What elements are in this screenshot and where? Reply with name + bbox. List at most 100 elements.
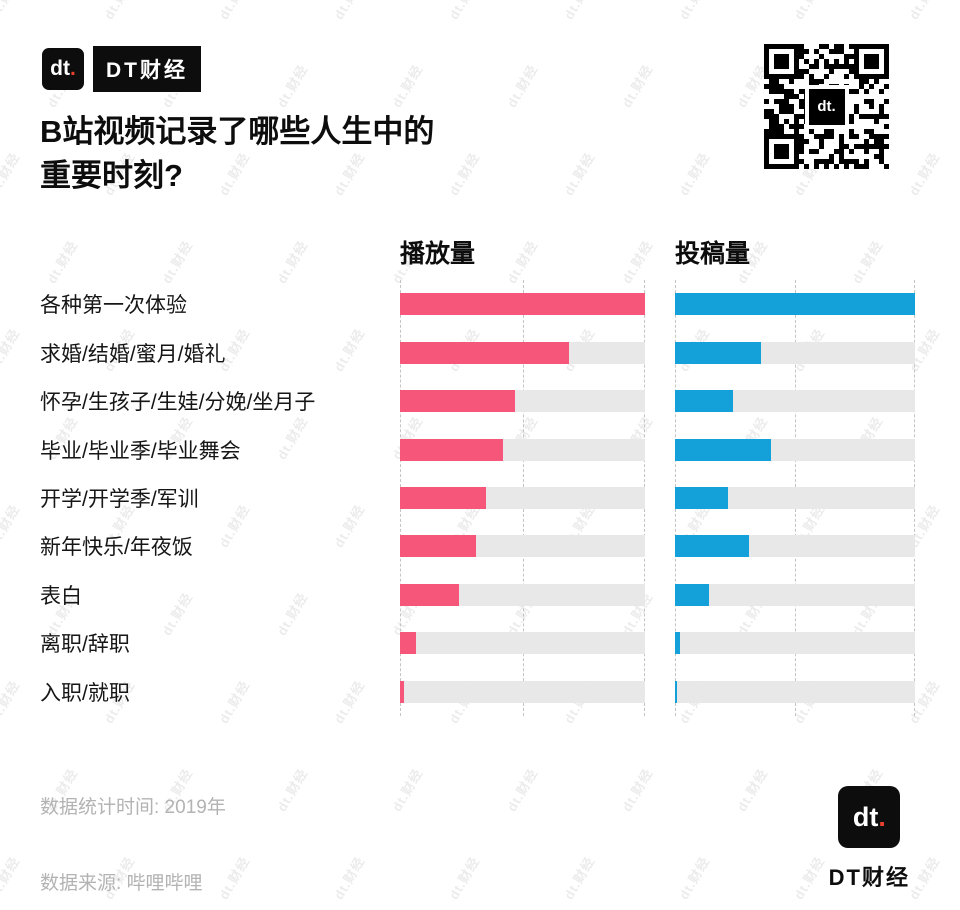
- qr-module: [874, 134, 879, 139]
- qr-module: [774, 64, 779, 69]
- submission-count-bar: [675, 632, 680, 655]
- qr-module: [854, 164, 859, 169]
- watermark-text: dt.财经: [676, 853, 713, 903]
- qr-module: [819, 134, 824, 139]
- qr-module: [869, 59, 874, 64]
- qr-module: [839, 144, 844, 149]
- qr-module: [849, 119, 854, 124]
- qr-module: [879, 114, 884, 119]
- play-count-track: [400, 293, 645, 316]
- qr-module: [874, 144, 879, 149]
- qr-module: [864, 99, 869, 104]
- category-label: 各种第一次体验: [40, 294, 187, 318]
- title-line-1: B站视频记录了哪些人生中的: [40, 114, 435, 149]
- qr-module: [774, 44, 779, 49]
- qr-module: [849, 129, 854, 134]
- watermark-text: dt.财经: [389, 61, 426, 111]
- qr-module: [764, 44, 769, 49]
- watermark-text: dt.财经: [561, 853, 598, 903]
- qr-module: [864, 89, 869, 94]
- qr-module: [844, 99, 849, 104]
- qr-module: [854, 74, 859, 79]
- play-count-track: [400, 341, 645, 364]
- watermark-text: dt.财经: [331, 853, 368, 903]
- submission-count-track: [675, 583, 915, 606]
- qr-module: [804, 99, 809, 104]
- watermark-text: dt.财经: [561, 149, 598, 199]
- qr-module: [794, 54, 799, 59]
- chart-row: 求婚/结婚/蜜月/婚礼: [40, 328, 915, 376]
- qr-module: [849, 149, 854, 154]
- bar-chart: 各种第一次体验 求婚/结婚/蜜月/婚礼 怀孕/生孩子/生娃/分娩/坐月子 毕业/毕业季…: [40, 280, 915, 716]
- qr-module: [879, 109, 884, 114]
- watermark-text: dt.财经: [0, 853, 23, 903]
- qr-module: [789, 74, 794, 79]
- qr-module: [794, 159, 799, 164]
- qr-module: [874, 79, 879, 84]
- series-header-play-count: 播放量: [400, 240, 476, 268]
- watermark-text: dt.财经: [274, 765, 311, 815]
- qr-module: [884, 59, 889, 64]
- qr-module: [764, 129, 769, 134]
- qr-module: [764, 84, 769, 89]
- watermark-text: dt.财经: [0, 501, 23, 551]
- qr-module: [809, 64, 814, 69]
- play-count-bar: [400, 486, 486, 509]
- qr-module: [824, 59, 829, 64]
- qr-module: [859, 114, 864, 119]
- submission-count-bar: [675, 293, 915, 316]
- qr-module: [774, 79, 779, 84]
- qr-module: [869, 114, 874, 119]
- qr-module: [774, 99, 779, 104]
- category-label: 怀孕/生孩子/生娃/分娩/坐月子: [40, 391, 316, 415]
- dt-logo-icon-footer: dt.: [838, 786, 901, 848]
- qr-module: [769, 119, 774, 124]
- qr-module: [764, 49, 769, 54]
- qr-module: [824, 129, 829, 134]
- qr-module: [799, 69, 804, 74]
- qr-module: [874, 59, 879, 64]
- qr-module: [769, 124, 774, 129]
- play-count-bar: [400, 438, 503, 461]
- qr-module: [799, 114, 804, 119]
- watermark-text: dt.财经: [446, 149, 483, 199]
- play-count-bar: [400, 535, 476, 558]
- qr-module: [869, 54, 874, 59]
- qr-module: [779, 124, 784, 129]
- qr-module: [869, 84, 874, 89]
- qr-module: [839, 159, 844, 164]
- qr-module: [844, 64, 849, 69]
- qr-module: [854, 44, 859, 49]
- qr-module: [804, 89, 809, 94]
- play-count-bar: [400, 341, 570, 364]
- watermark-text: dt.财经: [791, 853, 828, 903]
- qr-module: [819, 139, 824, 144]
- play-count-track: [400, 632, 645, 655]
- qr-module: [844, 144, 849, 149]
- qr-module: [829, 154, 834, 159]
- submission-count-bar: [675, 341, 762, 364]
- qr-module: [794, 94, 799, 99]
- watermark-text: dt.财经: [906, 149, 943, 199]
- qr-module: [789, 134, 794, 139]
- qr-module: [839, 154, 844, 159]
- qr-module: [799, 124, 804, 129]
- qr-module: [854, 69, 859, 74]
- qr-module: [874, 139, 879, 144]
- qr-module: [784, 134, 789, 139]
- watermark-text: dt.财经: [328, 0, 368, 23]
- qr-module: [824, 159, 829, 164]
- qr-module: [799, 44, 804, 49]
- qr-module: [794, 129, 799, 134]
- qr-module: [839, 134, 844, 139]
- submission-count-bar: [675, 680, 678, 703]
- qr-module: [779, 59, 784, 64]
- chart-row: 新年快乐/年夜饭: [40, 522, 915, 570]
- qr-module: [764, 74, 769, 79]
- qr-module: [824, 164, 829, 169]
- qr-module: [779, 129, 784, 134]
- qr-module: [844, 74, 849, 79]
- qr-module: [774, 59, 779, 64]
- qr-module: [774, 134, 779, 139]
- qr-module: [849, 89, 854, 94]
